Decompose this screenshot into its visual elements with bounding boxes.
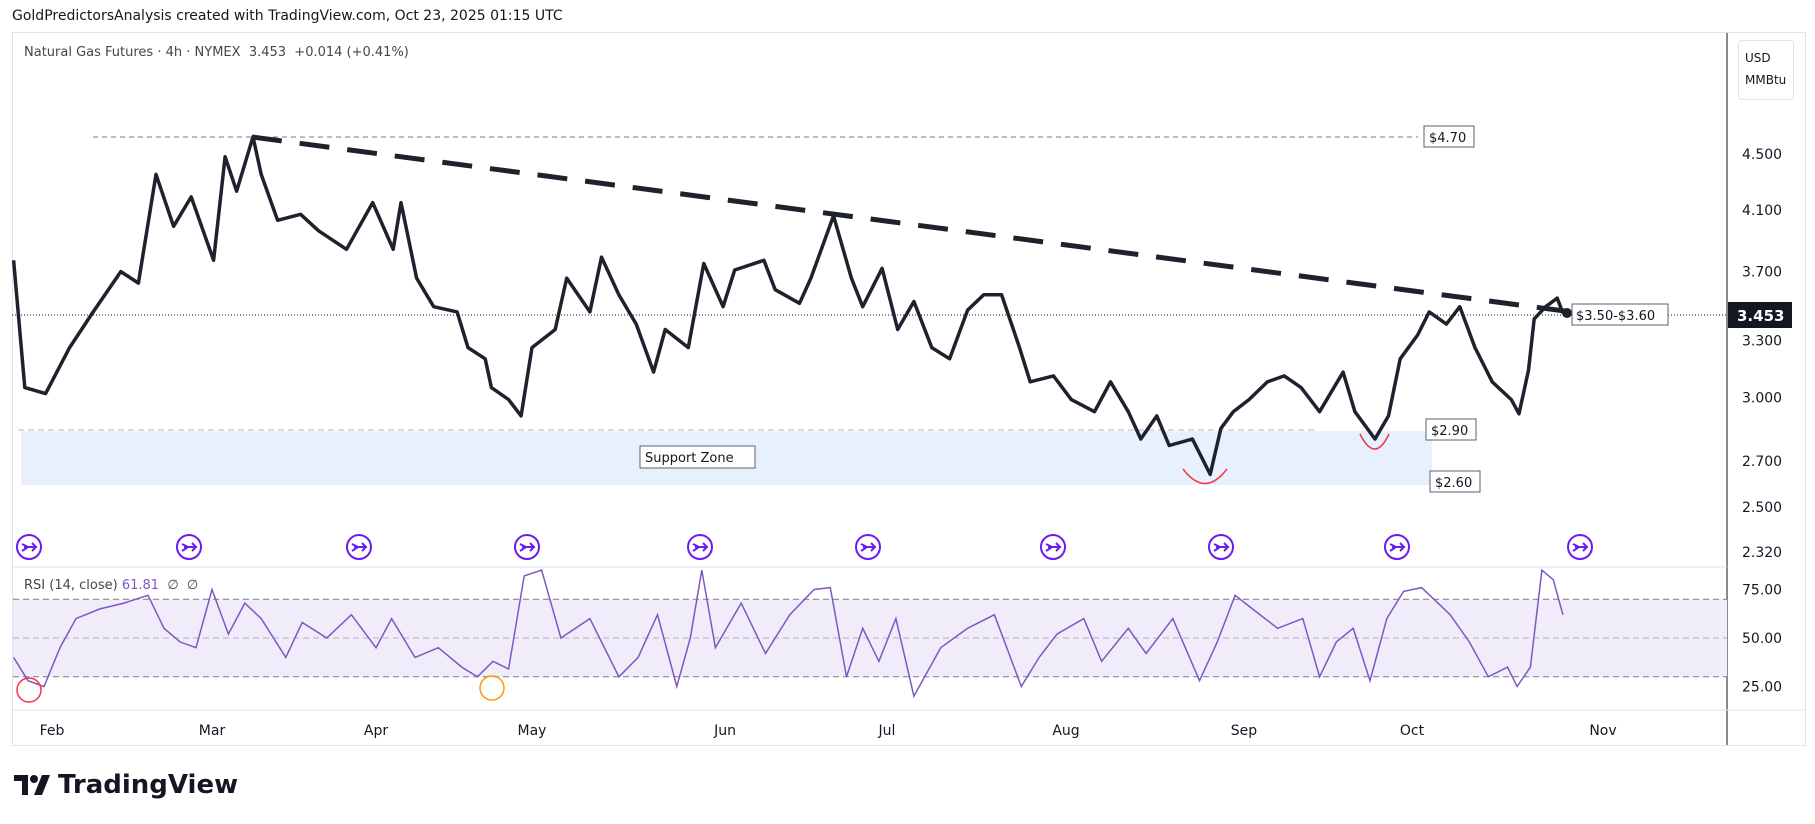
- price-axis-tick: 2.320: [1742, 545, 1782, 561]
- label-trend-target-text: $3.50-$3.60: [1576, 309, 1655, 324]
- rsi-extra-1: ∅: [167, 578, 179, 593]
- rsi-band: [13, 599, 1727, 677]
- rsi-label: RSI (14, close): [24, 578, 118, 593]
- currency-unit-selector[interactable]: USD MMBtu: [1738, 40, 1794, 100]
- price-axis-tick: 3.300: [1742, 333, 1782, 349]
- rsi-oversold-circle-orange: [479, 675, 505, 701]
- arrow-icon: [860, 542, 877, 552]
- event-icon[interactable]: [855, 534, 881, 560]
- price-line: [11, 135, 1565, 477]
- price-change-pct: (+0.41%): [346, 45, 409, 60]
- arrow-icon: [351, 542, 368, 552]
- time-axis-tick: May: [518, 723, 547, 739]
- rsi-extra-2: ∅: [186, 578, 199, 593]
- downtrend-line[interactable]: [251, 134, 1573, 315]
- symbol-exchange: NYMEX: [194, 45, 241, 60]
- arrow-icon: [1213, 542, 1230, 552]
- symbol-legend[interactable]: Natural Gas Futures · 4h · NYMEX 3.453 +…: [24, 45, 409, 60]
- tradingview-logo[interactable]: TradingView: [14, 770, 238, 800]
- event-icon[interactable]: [346, 534, 372, 560]
- label-2-60-text: $2.60: [1435, 476, 1472, 491]
- price-axis-tick: 3.700: [1742, 265, 1782, 281]
- arrow-icon: [692, 542, 709, 552]
- label-2-60[interactable]: $2.60: [1429, 470, 1481, 493]
- price-axis-tick: 2.700: [1742, 454, 1782, 470]
- time-axis-tick: Mar: [199, 723, 226, 739]
- rsi-oversold-circle-red: [16, 677, 42, 703]
- price-axis-tick: 4.100: [1742, 203, 1782, 219]
- time-axis-tick: Jul: [878, 723, 896, 739]
- arrow-icon: [1389, 542, 1406, 552]
- event-icon[interactable]: [1384, 534, 1410, 560]
- tradingview-logo-icon: [14, 775, 50, 795]
- arrow-icon: [21, 542, 38, 552]
- event-icon[interactable]: [1567, 534, 1593, 560]
- arrow-icon: [1572, 542, 1589, 552]
- time-axis-tick: Jun: [713, 723, 736, 739]
- support-zone-text: Support Zone: [645, 451, 734, 466]
- rsi-axis-tick: 75.00: [1742, 583, 1782, 599]
- time-axis-tick: Oct: [1400, 723, 1425, 739]
- symbol-interval: 4h: [165, 45, 183, 60]
- unit-label: MMBtu: [1745, 73, 1787, 87]
- time-axis-tick: Aug: [1052, 723, 1079, 739]
- current-price-tag: [1728, 302, 1792, 328]
- arrow-icon: [519, 542, 536, 552]
- rsi-value: 61.81: [121, 578, 160, 593]
- current-price-tag-text: 3.453: [1737, 307, 1784, 325]
- bottom-arc-1: [1182, 468, 1228, 485]
- time-axis-tick: Apr: [364, 723, 388, 739]
- attribution: GoldPredictorsAnalysis created with Trad…: [12, 8, 563, 24]
- label-4-70[interactable]: $4.70: [1423, 125, 1475, 148]
- time-axis-tick: Feb: [40, 723, 65, 739]
- label-support-zone[interactable]: Support Zone: [639, 445, 756, 469]
- rsi-line: [12, 568, 1564, 699]
- chart-frame: [12, 32, 1806, 746]
- event-icon[interactable]: [176, 534, 202, 560]
- price-axis-tick: 2.500: [1742, 500, 1782, 516]
- event-icon[interactable]: [514, 534, 540, 560]
- label-2-90[interactable]: $2.90: [1425, 418, 1477, 441]
- time-axis-tick: Sep: [1231, 723, 1258, 739]
- arrow-icon: [1045, 542, 1062, 552]
- label-trend-target[interactable]: $3.50-$3.60: [1571, 303, 1669, 326]
- rsi-axis-tick: 25.00: [1742, 680, 1782, 696]
- arrow-icon: [181, 542, 198, 552]
- price-axis-tick: 4.500: [1742, 147, 1782, 163]
- price-change: +0.014: [294, 45, 343, 60]
- currency-label: USD: [1745, 51, 1771, 65]
- event-icon[interactable]: [687, 534, 713, 560]
- label-4-70-text: $4.70: [1429, 131, 1466, 146]
- last-price: 3.453: [248, 45, 287, 60]
- rsi-legend[interactable]: RSI (14, close) 61.81 ∅ ∅: [24, 578, 198, 593]
- time-axis-tick: Nov: [1589, 723, 1616, 739]
- rsi-axis-tick: 50.00: [1742, 631, 1782, 647]
- event-icon[interactable]: [16, 534, 42, 560]
- bottom-arc-2: [1359, 433, 1390, 450]
- brand-name: TradingView: [58, 770, 239, 800]
- event-icon[interactable]: [1208, 534, 1234, 560]
- price-axis-tick: 3.000: [1742, 391, 1782, 407]
- event-icon[interactable]: [1040, 534, 1066, 560]
- label-2-90-text: $2.90: [1431, 424, 1468, 439]
- symbol-name: Natural Gas Futures: [24, 45, 154, 60]
